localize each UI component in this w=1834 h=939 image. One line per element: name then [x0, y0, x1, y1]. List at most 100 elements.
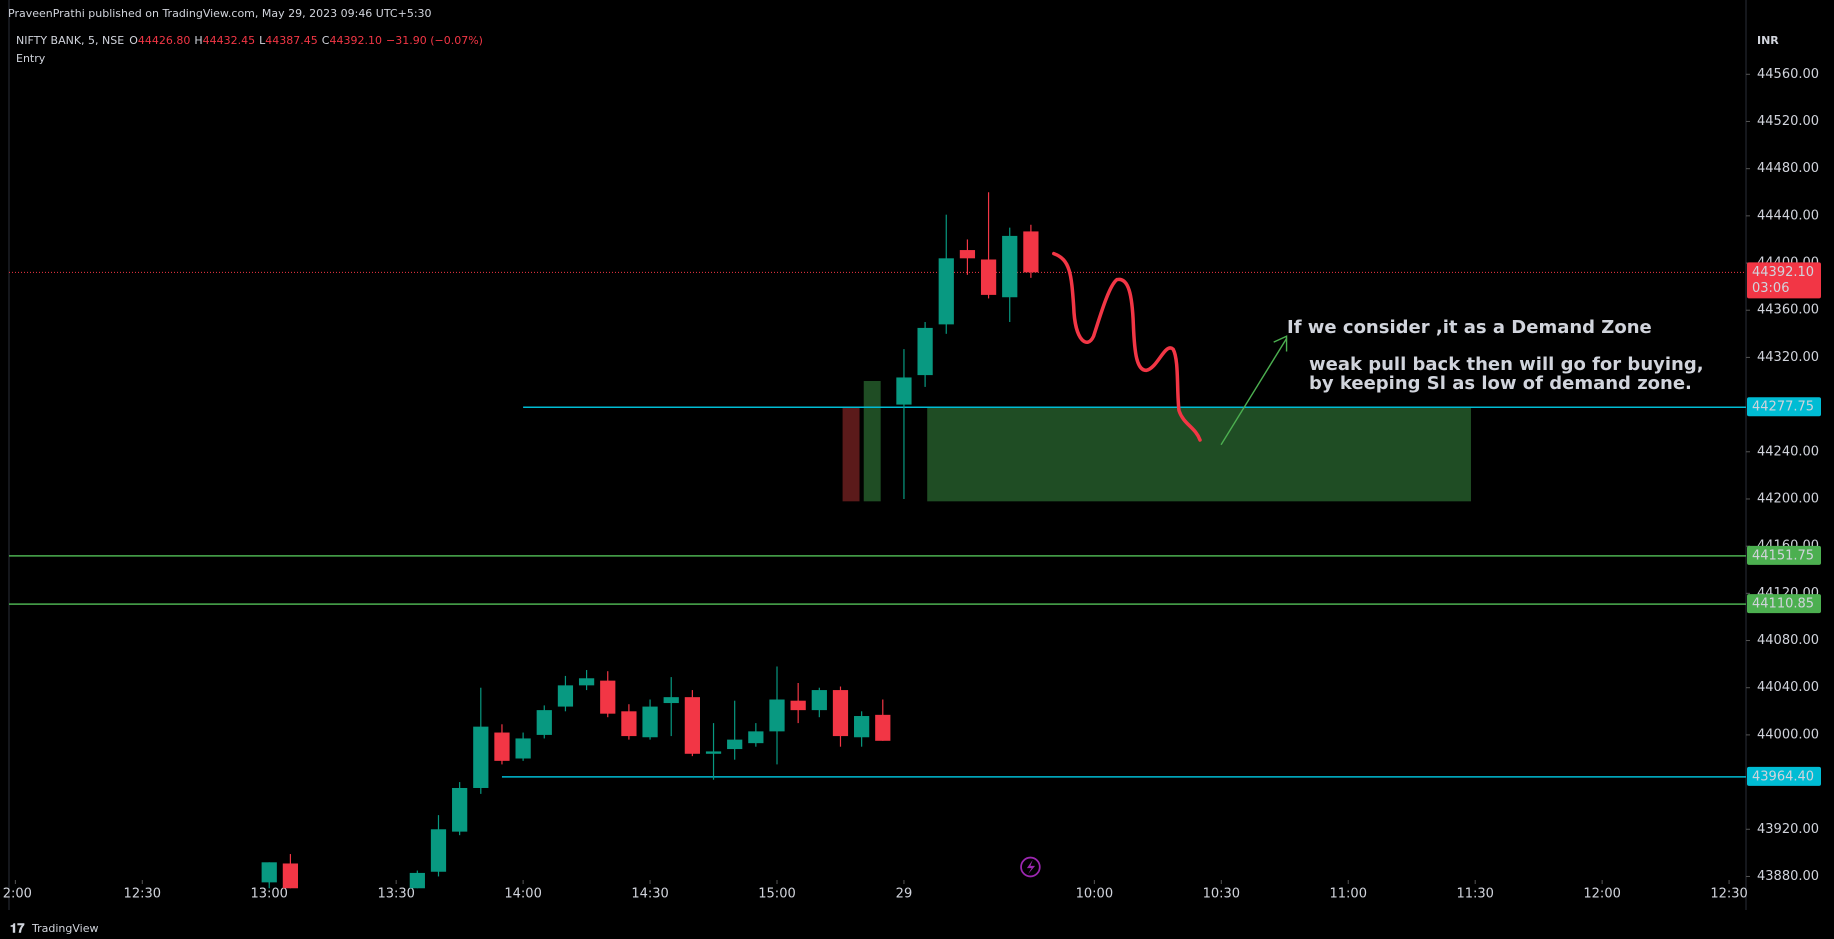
candle-body [536, 710, 552, 735]
x-tick-label: 12:30 [124, 887, 161, 902]
annotation: weak pull back then will go for buying, [1309, 354, 1704, 375]
ohlc-label: H [194, 34, 202, 47]
ohlc-value: 44432.45 [203, 34, 256, 47]
price-label-box [1747, 397, 1821, 417]
ohlc-value: 44387.45 [265, 34, 318, 47]
x-tick-label: 29 [896, 887, 913, 902]
candle-body [959, 250, 976, 259]
x-tick-label: 14:00 [504, 887, 541, 902]
y-tick-label: 44200.00 [1757, 491, 1819, 506]
candle-body [409, 872, 425, 889]
zone [842, 407, 860, 502]
arrow-head [1273, 335, 1288, 352]
candle-body [430, 829, 447, 872]
indicator: Entry [16, 52, 46, 65]
candle-body [282, 863, 299, 889]
y-tick-label: 44040.00 [1757, 680, 1819, 695]
candle-body [578, 678, 595, 686]
ohlc-value: 44392.10 [329, 34, 382, 47]
candle-body [980, 259, 997, 295]
x-tick-label: 12:00 [1583, 887, 1620, 902]
y-tick-label: 44360.00 [1757, 303, 1819, 318]
freehand-path [1052, 251, 1202, 442]
x-tick-label: 10:30 [1203, 887, 1240, 902]
candle-body [811, 690, 827, 711]
candle-body [1002, 235, 1018, 298]
candle-body [917, 327, 933, 376]
price-label-box [1747, 766, 1821, 786]
candle-body [557, 685, 574, 707]
candle-body [832, 690, 849, 737]
change: −31.90 (−0.07%) [386, 34, 483, 47]
price-label-box [1747, 594, 1821, 614]
annotation: If we consider ,it as a Demand Zone [1287, 317, 1652, 338]
price-label: 43964.40 [1752, 769, 1814, 784]
candle-body [515, 738, 531, 759]
y-tick-label: 43880.00 [1757, 869, 1819, 884]
candle-body [600, 680, 616, 714]
candle-body [452, 787, 468, 832]
drawings [1020, 251, 1288, 878]
y-tick-label: 43920.00 [1757, 822, 1819, 837]
price-label-box [1747, 262, 1821, 299]
x-tick-label: 11:00 [1330, 887, 1367, 902]
y-tick-label: 44480.00 [1757, 161, 1819, 176]
x-tick-label: 15:00 [758, 887, 795, 902]
price-label: 44110.85 [1752, 597, 1814, 612]
candle-body [938, 258, 954, 325]
price-label: 44277.75 [1752, 400, 1814, 415]
candle-body [494, 732, 510, 761]
ohlc-label: C [322, 34, 330, 47]
candle-body [642, 706, 658, 738]
candle-body [705, 751, 722, 754]
y-tick-label: 44240.00 [1757, 444, 1819, 459]
candle-body [790, 700, 806, 711]
ohlc-label: L [259, 34, 266, 47]
candle-body [663, 697, 679, 704]
candle-body [1023, 231, 1039, 273]
brand-logo: 𝟏𝟕 [10, 922, 25, 937]
price-label-box [1747, 545, 1821, 565]
y-tick-label: 44560.00 [1757, 67, 1819, 82]
y-tick-label: 44520.00 [1757, 114, 1819, 129]
candle-body [875, 714, 891, 741]
candle-body [684, 697, 700, 754]
price-countdown: 03:06 [1752, 281, 1789, 296]
x-tick-label: 10:00 [1076, 887, 1113, 902]
currency: INR [1757, 34, 1779, 47]
x-tick-label: 13:00 [250, 887, 287, 902]
price-label: 44392.10 [1752, 265, 1814, 280]
x-tick-label: 13:30 [377, 887, 414, 902]
x-tick-label: 14:30 [631, 887, 668, 902]
y-tick-label: 44080.00 [1757, 633, 1819, 648]
candle-body [748, 731, 764, 744]
candle-body [261, 862, 277, 883]
annotation: by keeping Sl as low of demand zone. [1309, 373, 1692, 394]
candle-body [727, 739, 743, 750]
price-label: 44151.75 [1752, 548, 1814, 563]
zone [927, 407, 1471, 502]
footer: TradingView [31, 922, 98, 935]
arrow-line [1220, 338, 1288, 446]
x-tick-label: 11:30 [1456, 887, 1493, 902]
candle-body [854, 716, 870, 738]
publisher: PraveenPrathi published on TradingView.c… [8, 7, 432, 20]
plot: 44560.0044520.0044480.0044440.0044400.00… [3, 0, 1819, 910]
symbol: NIFTY BANK, 5, NSE O44426.80 H44432.45 L443… [16, 34, 483, 47]
candle-body [621, 711, 637, 737]
symbol-name: NIFTY BANK, 5, NSE [16, 34, 124, 47]
zone [863, 381, 881, 502]
y-tick-label: 44000.00 [1757, 727, 1819, 742]
candle-body [896, 377, 912, 405]
y-tick-label: 44440.00 [1757, 208, 1819, 223]
ohlc-value: 44426.80 [138, 34, 191, 47]
x-tick-label: 12:30 [1710, 887, 1747, 902]
ohlc-label: O [129, 34, 138, 47]
candle-body [769, 699, 785, 732]
event-icon[interactable] [1020, 856, 1041, 878]
candle-body [473, 726, 489, 788]
event-bolt [1026, 859, 1036, 875]
y-tick-label: 44320.00 [1757, 350, 1819, 365]
